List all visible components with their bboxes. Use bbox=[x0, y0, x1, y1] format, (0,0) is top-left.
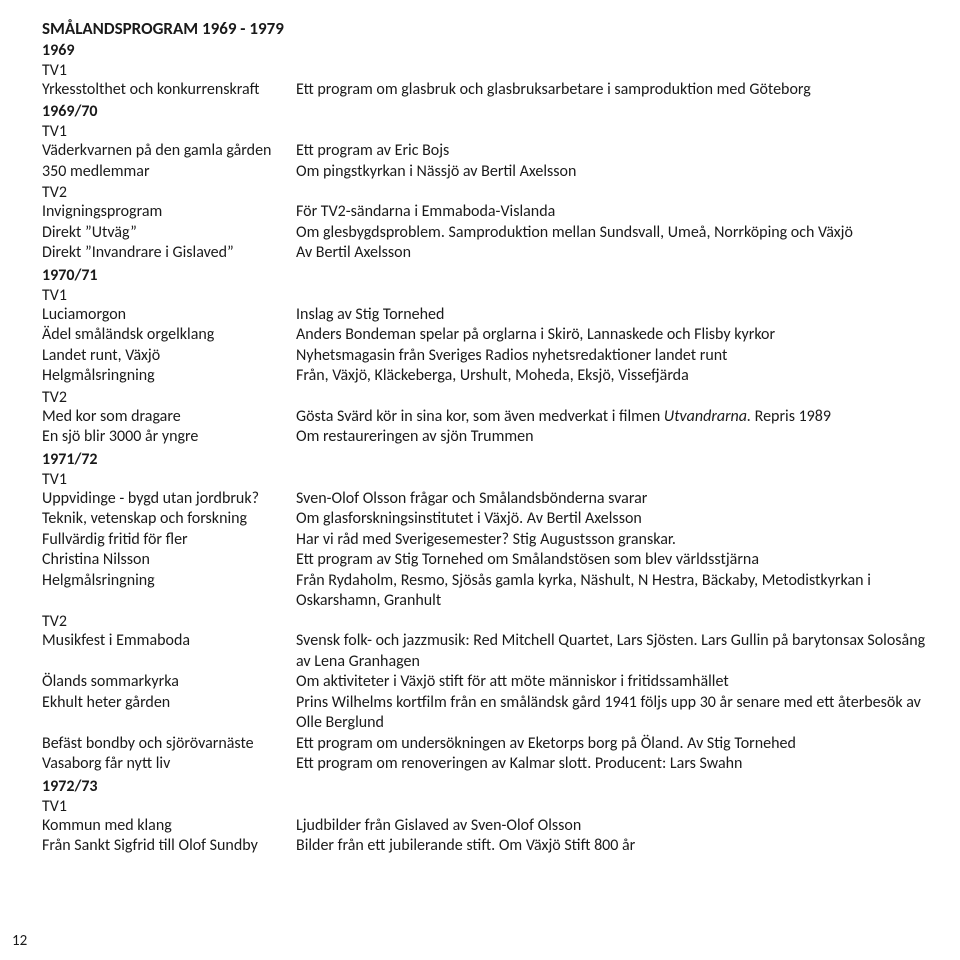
program-description: Ett program om undersökningen av Eketorp… bbox=[296, 734, 938, 754]
program-name: Från Sankt Sigfrid till Olof Sundby bbox=[42, 836, 296, 856]
program-row: LuciamorgonInslag av Stig Tornehed bbox=[42, 305, 938, 325]
program-name: Väderkvarnen på den gamla gården bbox=[42, 141, 296, 161]
program-description: Ljudbilder från Gislaved av Sven-Olof Ol… bbox=[296, 816, 938, 836]
program-description: Från Rydaholm, Resmo, Sjösås gamla kyrka… bbox=[296, 571, 938, 612]
program-name: Luciamorgon bbox=[42, 305, 296, 325]
program-description: För TV2-sändarna i Emmaboda-Vislanda bbox=[296, 202, 938, 222]
program-description: Om aktiviteter i Växjö stift för att möt… bbox=[296, 672, 938, 692]
program-name: Helgmålsringning bbox=[42, 571, 296, 591]
program-row: Yrkesstolthet och konkurrenskraftEtt pro… bbox=[42, 80, 938, 100]
channel-label: TV1 bbox=[42, 286, 938, 305]
year-heading: 1969 bbox=[42, 41, 938, 60]
program-name: Direkt ”Invandrare i Gislaved” bbox=[42, 243, 296, 263]
program-name: Landet runt, Växjö bbox=[42, 346, 296, 366]
program-row: Teknik, vetenskap och forskningOm glasfo… bbox=[42, 509, 938, 529]
program-name: 350 medlemmar bbox=[42, 162, 296, 182]
program-description: Svensk folk- och jazzmusik: Red Mitchell… bbox=[296, 631, 938, 672]
program-name: Uppvidinge - bygd utan jordbruk? bbox=[42, 489, 296, 509]
program-name: Yrkesstolthet och konkurrenskraft bbox=[42, 80, 296, 100]
year-heading: 1971/72 bbox=[42, 450, 938, 469]
program-row: Musikfest i EmmabodaSvensk folk- och jaz… bbox=[42, 631, 938, 672]
channel-label: TV1 bbox=[42, 470, 938, 489]
program-name: Helgmålsringning bbox=[42, 366, 296, 386]
program-description: Anders Bondeman spelar på orglarna i Ski… bbox=[296, 325, 938, 345]
program-row: Vasaborg får nytt livEtt program om reno… bbox=[42, 754, 938, 774]
channel-label: TV2 bbox=[42, 183, 938, 202]
year-heading: 1969/70 bbox=[42, 102, 938, 121]
program-name: Befäst bondby och sjörövarnäste bbox=[42, 734, 296, 754]
program-row: HelgmålsringningFrån Rydaholm, Resmo, Sj… bbox=[42, 571, 938, 612]
program-description: Om pingstkyrkan i Nässjö av Bertil Axels… bbox=[296, 162, 938, 182]
program-description: Sven-Olof Olsson frågar och Smålandsbönd… bbox=[296, 489, 938, 509]
channel-label: TV1 bbox=[42, 122, 938, 141]
program-row: Väderkvarnen på den gamla gårdenEtt prog… bbox=[42, 141, 938, 161]
program-name: En sjö blir 3000 år yngre bbox=[42, 427, 296, 447]
program-description: Ett program av Stig Tornehed om Smålands… bbox=[296, 550, 938, 570]
program-row: Befäst bondby och sjörövarnästeEtt progr… bbox=[42, 734, 938, 754]
program-description: Har vi råd med Sverigesemester? Stig Aug… bbox=[296, 530, 938, 550]
program-row: Kommun med klangLjudbilder från Gislaved… bbox=[42, 816, 938, 836]
program-description: Om glasforskningsinstitutet i Växjö. Av … bbox=[296, 509, 938, 529]
program-row: Direkt ”Utväg”Om glesbygdsproblem. Sampr… bbox=[42, 223, 938, 243]
document-page: SMÅLANDSPROGRAM 1969 - 1979 1969TV1Yrkes… bbox=[0, 0, 960, 960]
program-name: Med kor som dragare bbox=[42, 407, 296, 427]
program-row: Med kor som dragareGösta Svärd kör in si… bbox=[42, 407, 938, 427]
program-description: Om restaureringen av sjön Trummen bbox=[296, 427, 938, 447]
program-row: 350 medlemmarOm pingstkyrkan i Nässjö av… bbox=[42, 162, 938, 182]
program-description: Bilder från ett jubilerande stift. Om Vä… bbox=[296, 836, 938, 856]
program-description: Prins Wilhelms kortfilm från en småländs… bbox=[296, 693, 938, 734]
program-row: Uppvidinge - bygd utan jordbruk? Sven-Ol… bbox=[42, 489, 938, 509]
program-description: Ett program av Eric Bojs bbox=[296, 141, 938, 161]
page-number: 12 bbox=[12, 932, 27, 950]
program-row: HelgmålsringningFrån, Växjö, Kläckeberga… bbox=[42, 366, 938, 386]
page-title: SMÅLANDSPROGRAM 1969 - 1979 bbox=[42, 18, 938, 39]
program-row: Christina NilssonEtt program av Stig Tor… bbox=[42, 550, 938, 570]
program-row: InvigningsprogramFör TV2-sändarna i Emma… bbox=[42, 202, 938, 222]
program-description: Ett program om renoveringen av Kalmar sl… bbox=[296, 754, 938, 774]
program-name: Direkt ”Utväg” bbox=[42, 223, 296, 243]
program-row: En sjö blir 3000 år yngreOm restaurering… bbox=[42, 427, 938, 447]
program-description: Nyhetsmagasin från Sveriges Radios nyhet… bbox=[296, 346, 938, 366]
program-row: Ädel småländsk orgelklangAnders Bondeman… bbox=[42, 325, 938, 345]
year-heading: 1972/73 bbox=[42, 777, 938, 796]
program-name: Ädel småländsk orgelklang bbox=[42, 325, 296, 345]
program-row: Fullvärdig fritid för flerHar vi råd med… bbox=[42, 530, 938, 550]
program-name: Teknik, vetenskap och forskning bbox=[42, 509, 296, 529]
program-description: Ett program om glasbruk och glasbruksarb… bbox=[296, 80, 938, 100]
program-name: Musikfest i Emmaboda bbox=[42, 631, 296, 651]
program-description: Inslag av Stig Tornehed bbox=[296, 305, 938, 325]
program-description: Från, Växjö, Kläckeberga, Urshult, Mohed… bbox=[296, 366, 938, 386]
year-heading: 1970/71 bbox=[42, 266, 938, 285]
program-description: Av Bertil Axelsson bbox=[296, 243, 938, 263]
program-row: Ekhult heter gårdenPrins Wilhelms kortfi… bbox=[42, 693, 938, 734]
program-description: Om glesbygdsproblem. Samproduktion mella… bbox=[296, 223, 938, 243]
program-row: Direkt ”Invandrare i Gislaved”Av Bertil … bbox=[42, 243, 938, 263]
program-name: Ekhult heter gården bbox=[42, 693, 296, 713]
program-row: Ölands sommarkyrkaOm aktiviteter i Växjö… bbox=[42, 672, 938, 692]
program-name: Christina Nilsson bbox=[42, 550, 296, 570]
channel-label: TV2 bbox=[42, 388, 938, 407]
program-description: Gösta Svärd kör in sina kor, som även me… bbox=[296, 407, 938, 427]
channel-label: TV1 bbox=[42, 797, 938, 816]
channel-label: TV2 bbox=[42, 612, 938, 631]
program-name: Kommun med klang bbox=[42, 816, 296, 836]
program-name: Vasaborg får nytt liv bbox=[42, 754, 296, 774]
program-name: Ölands sommarkyrka bbox=[42, 672, 296, 692]
program-name: Invigningsprogram bbox=[42, 202, 296, 222]
program-row: Landet runt, VäxjöNyhetsmagasin från Sve… bbox=[42, 346, 938, 366]
program-name: Fullvärdig fritid för fler bbox=[42, 530, 296, 550]
channel-label: TV1 bbox=[42, 61, 938, 80]
program-row: Från Sankt Sigfrid till Olof SundbyBilde… bbox=[42, 836, 938, 856]
content-list: 1969TV1Yrkesstolthet och konkurrenskraft… bbox=[42, 41, 938, 857]
